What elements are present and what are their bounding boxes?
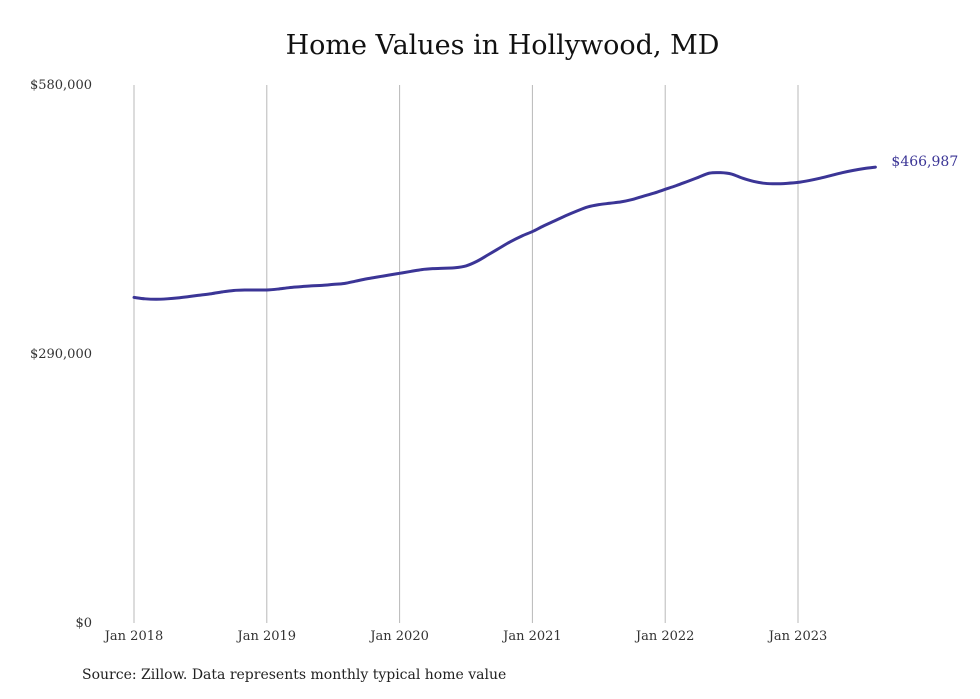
y-axis-labels: $0 $290,000 $580,000	[30, 78, 92, 631]
x-tick-label: Jan 2023	[767, 629, 828, 644]
y-tick-label: $0	[75, 616, 92, 631]
source-note: Source: Zillow. Data represents monthly …	[82, 667, 507, 683]
chart-title: Home Values in Hollywood, MD	[285, 30, 720, 61]
gridlines	[133, 85, 799, 623]
x-tick-label: Jan 2018	[103, 629, 164, 644]
x-axis-labels: Jan 2018 Jan 2019 Jan 2020 Jan 2021 Jan 2022…	[103, 629, 828, 644]
end-value-label: $466,987	[891, 154, 958, 170]
y-tick-label: $290,000	[30, 347, 92, 362]
series: $466,987	[132, 154, 958, 301]
y-tick-label: $580,000	[30, 78, 92, 93]
x-tick-label: Jan 2022	[634, 629, 695, 644]
x-tick-label: Jan 2021	[501, 629, 562, 644]
series-line	[132, 165, 877, 301]
x-tick-label: Jan 2019	[236, 629, 297, 644]
x-tick-label: Jan 2020	[368, 629, 429, 644]
